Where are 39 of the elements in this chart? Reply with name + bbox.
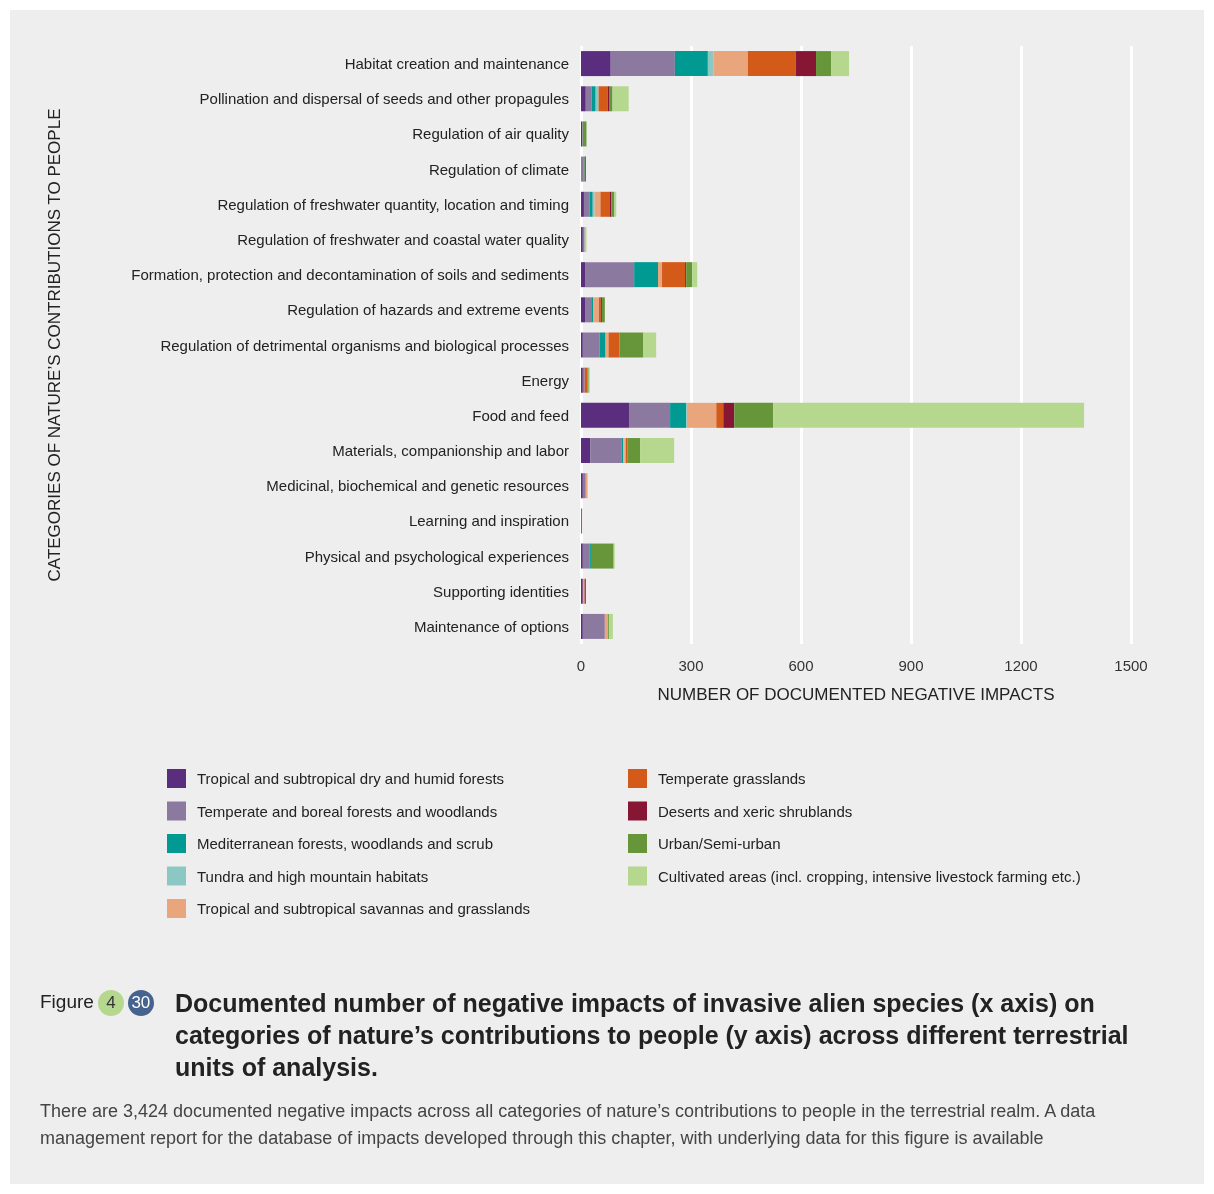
text: 30 <box>127 990 154 1016</box>
legend-label: Urban/Semi-urban <box>658 835 781 852</box>
y-tick-label: Learning and inspiration <box>408 512 569 530</box>
text: 4 <box>97 990 124 1016</box>
y-tick-label: Medicinal, biochemical and genetic resources <box>266 477 569 495</box>
x-tick-label: 1200 <box>1004 657 1038 674</box>
x-axis-title: NUMBER OF DOCUMENTED NEGATIVE IMPACTS <box>657 685 1055 704</box>
legend-label: Tropical and subtropical dry and humid forests <box>197 770 505 787</box>
y-tick-label: Regulation of hazards and extreme events <box>287 301 569 319</box>
x-tick-label: 600 <box>788 657 814 674</box>
text: Documented number of negative impacts of invasive alien species (x axis) on categories of nature’s contributions to people (y axis) across different terrestrial units of analysis. <box>175 988 1130 1083</box>
x-tick-label: 0 <box>576 657 586 674</box>
x-tick-label: 300 <box>678 657 704 674</box>
legend-label: Tropical and subtropical savannas and grasslands <box>197 900 530 917</box>
y-tick-label: Regulation of freshwater and coastal water quality <box>237 230 570 248</box>
y-tick-label: Regulation of climate <box>428 160 569 178</box>
y-tick-label: Energy <box>521 371 570 389</box>
legend-label: Deserts and xeric shrublands <box>658 802 853 820</box>
y-tick-label: Regulation of freshwater quantity, location and timing <box>217 195 569 213</box>
legend-label: Temperate and boreal forests and woodlands <box>197 802 498 820</box>
x-tick-label: 900 <box>898 657 924 674</box>
y-tick-label: Regulation of detrimental organisms and biological processes <box>160 336 569 354</box>
legend-label: Cultivated areas (incl. cropping, intensive livestock farming etc.) <box>658 867 1081 885</box>
y-tick-label: Regulation of air quality <box>412 125 570 143</box>
legend-label: Mediterranean forests, woodlands and scrub <box>197 835 494 852</box>
text: Figure <box>40 991 94 1012</box>
y-tick-label: Materials, companionship and labor <box>332 442 569 460</box>
text: There are 3,424 documented negative impacts across all categories of nature’s contributions to people in the terrestrial realm. A data management report for the database of impacts developed through this chapter, with underlying data for this figure is available <box>40 1100 1097 1150</box>
y-tick-label: Supporting identities <box>433 582 569 600</box>
y-tick-label: Habitat creation and maintenance <box>344 55 569 73</box>
y-axis-title: CATEGORIES OF NATURE’S CONTRIBUTIONS TO PEOPLE <box>45 108 64 582</box>
legend-label: Tundra and high mountain habitats <box>197 867 429 885</box>
x-tick-label: 1500 <box>1114 657 1148 674</box>
y-tick-label: Physical and psychological experiences <box>304 547 569 565</box>
y-tick-label: Maintenance of options <box>413 617 569 635</box>
legend-label: Temperate grasslands <box>658 770 806 787</box>
y-tick-label: Pollination and dispersal of seeds and other propagules <box>199 90 569 108</box>
y-tick-label: Food and feed <box>472 406 569 424</box>
y-tick-label: Formation, protection and decontamination of soils and sediments <box>131 266 569 284</box>
